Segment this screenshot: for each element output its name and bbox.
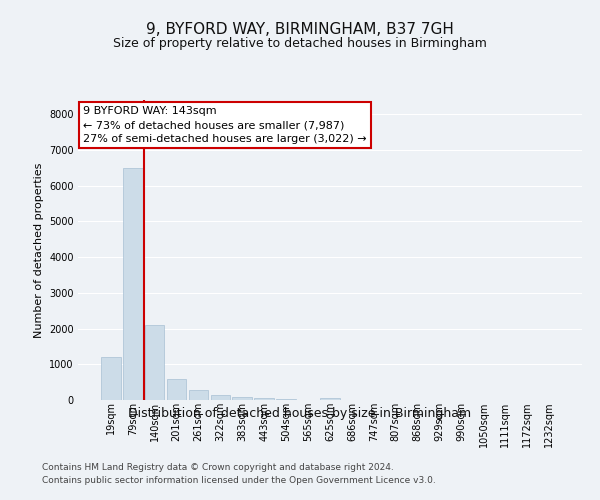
Text: Size of property relative to detached houses in Birmingham: Size of property relative to detached ho… xyxy=(113,38,487,51)
Bar xyxy=(101,357,121,400)
Bar xyxy=(123,168,143,400)
Bar xyxy=(320,398,340,400)
Bar xyxy=(254,398,274,400)
Bar xyxy=(211,395,230,400)
Bar xyxy=(188,390,208,400)
Text: 9, BYFORD WAY, BIRMINGHAM, B37 7GH: 9, BYFORD WAY, BIRMINGHAM, B37 7GH xyxy=(146,22,454,38)
Text: Contains HM Land Registry data © Crown copyright and database right 2024.: Contains HM Land Registry data © Crown c… xyxy=(42,462,394,471)
Bar xyxy=(276,399,296,400)
Text: Contains public sector information licensed under the Open Government Licence v3: Contains public sector information licen… xyxy=(42,476,436,485)
Bar xyxy=(145,325,164,400)
Bar xyxy=(167,378,187,400)
Y-axis label: Number of detached properties: Number of detached properties xyxy=(34,162,44,338)
Text: 9 BYFORD WAY: 143sqm
← 73% of detached houses are smaller (7,987)
27% of semi-de: 9 BYFORD WAY: 143sqm ← 73% of detached h… xyxy=(83,106,367,144)
Text: Distribution of detached houses by size in Birmingham: Distribution of detached houses by size … xyxy=(128,408,472,420)
Bar xyxy=(232,397,252,400)
